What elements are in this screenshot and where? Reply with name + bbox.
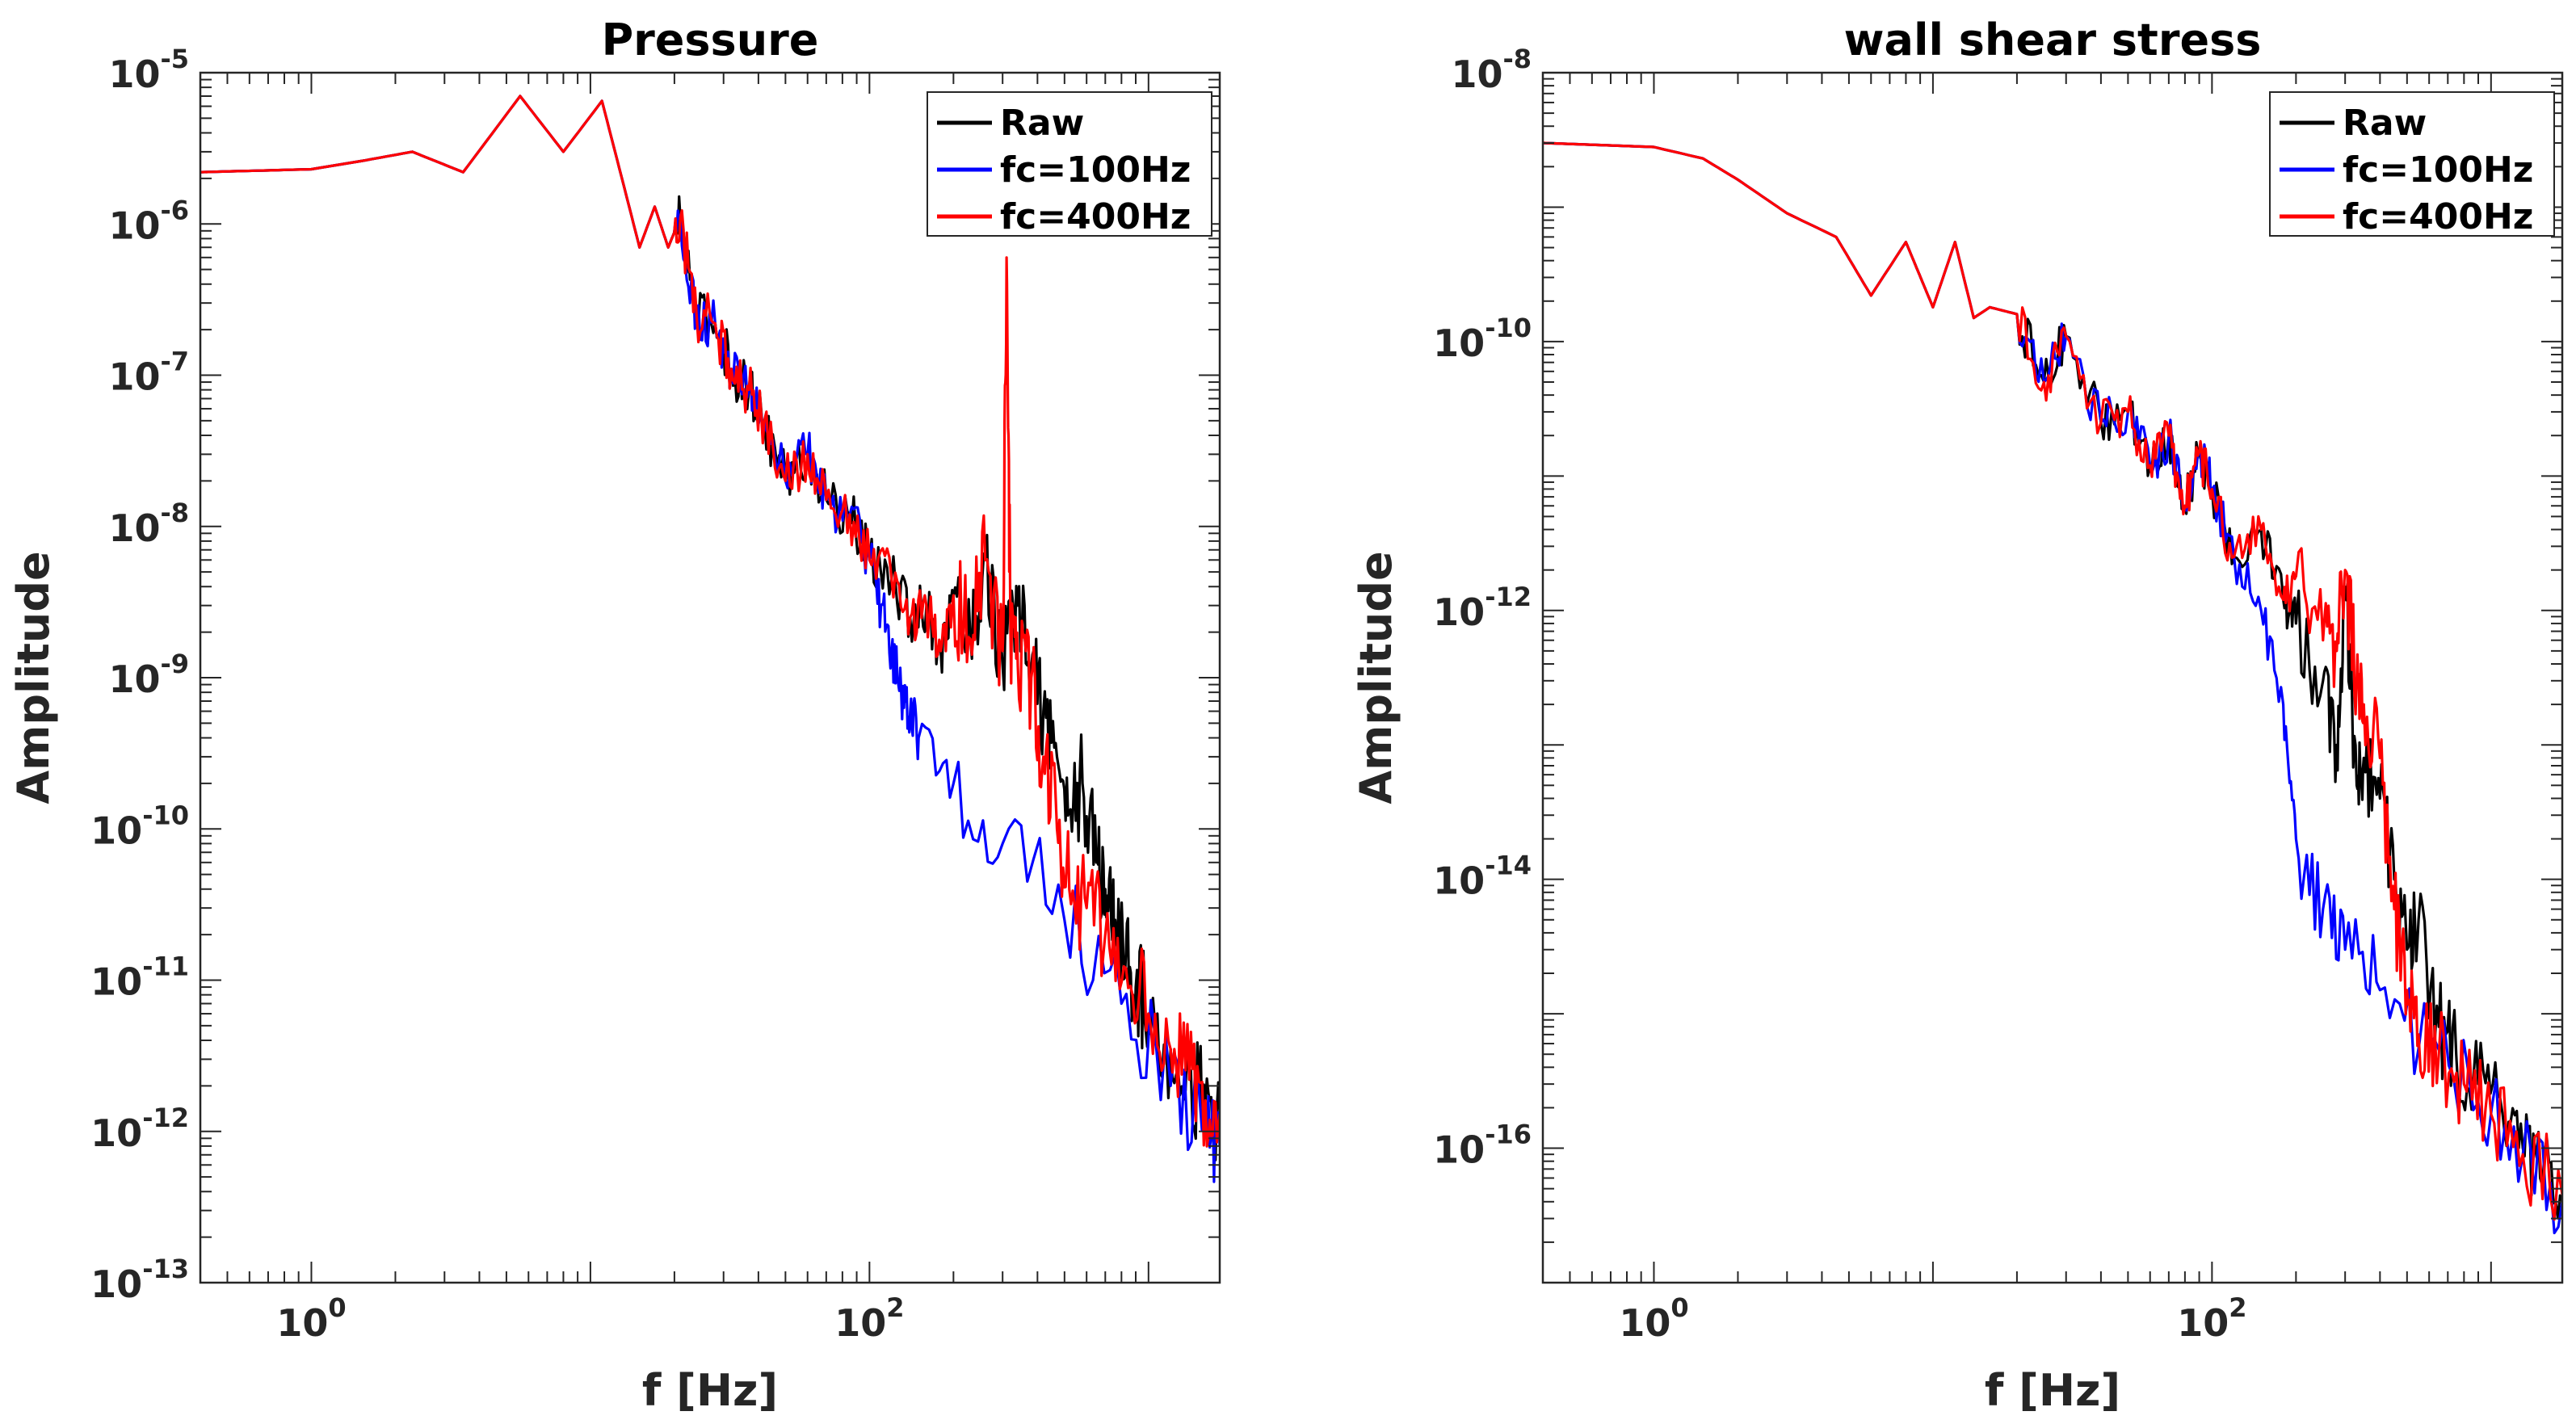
y-tick-label: 10-11	[90, 951, 189, 1004]
legend-box	[927, 91, 1212, 237]
x-tick-label: 100	[276, 1292, 346, 1345]
series-group	[200, 95, 1220, 1183]
y-tick-label: 10-8	[1451, 44, 1532, 96]
x-tick-label: 100	[1619, 1292, 1688, 1345]
x-axis-label: f [Hz]	[1985, 1365, 2120, 1416]
axes-box	[1541, 71, 2564, 1284]
y-tick-label: 10-12	[90, 1103, 189, 1155]
y-axis-label: Amplitude	[8, 551, 59, 804]
legend-label-fc400: fc=400Hz	[2343, 196, 2533, 237]
chart-title: Pressure	[602, 15, 819, 65]
y-tick-label: 10-7	[108, 347, 189, 399]
y-tick-label: 10-8	[108, 498, 189, 550]
legend-label-raw: Raw	[2343, 103, 2427, 144]
legend-box	[2269, 91, 2555, 237]
y-tick-label: 10-12	[1433, 582, 1532, 634]
y-tick-label: 10-9	[108, 649, 189, 701]
legend-label-fc400: fc=400Hz	[1000, 196, 1191, 237]
legend-label-raw: Raw	[1000, 103, 1084, 144]
series-line-fc400	[200, 95, 1220, 1148]
y-axis-label: Amplitude	[1351, 551, 1401, 804]
legend-label-fc100: fc=100Hz	[2343, 149, 2533, 191]
x-tick-label: 102	[2177, 1292, 2246, 1345]
y-tick-label: 10-14	[1433, 851, 1532, 903]
pressure-chart: 100 102 10-13 10-12 10-11 10-10 10-9 10-8 10-7 10…	[8, 15, 1221, 1416]
y-tick-label: 10-5	[108, 44, 189, 96]
legend: Raw fc=100Hz fc=400Hz	[2269, 91, 2555, 237]
y-tick-label: 10-10	[1433, 313, 1532, 365]
series-group	[1543, 141, 2562, 1235]
y-tick-label: 10-6	[108, 195, 189, 247]
wall-shear-stress-chart: 100 102 10-16 10-14 10-12 10-10 10-8 wall shear…	[1351, 15, 2564, 1416]
y-tick-label: 10-13	[90, 1254, 189, 1306]
y-tick-label: 10-10	[90, 800, 189, 852]
x-axis-label: f [Hz]	[642, 1365, 778, 1416]
y-tick-label: 10-16	[1433, 1119, 1532, 1172]
legend-label-fc100: fc=100Hz	[1000, 149, 1191, 191]
x-tick-label: 102	[834, 1292, 904, 1345]
chart-title: wall shear stress	[1844, 15, 2262, 65]
plot-area	[1543, 73, 2562, 1283]
legend: Raw fc=100Hz fc=400Hz	[927, 91, 1212, 237]
series-line-fc400	[1543, 141, 2562, 1221]
plot-area	[200, 73, 1220, 1283]
